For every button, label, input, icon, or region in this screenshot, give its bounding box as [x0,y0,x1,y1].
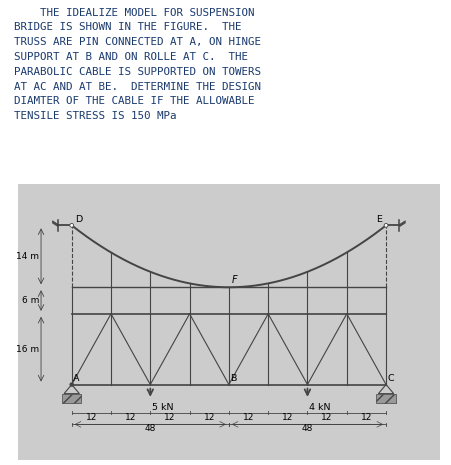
Text: 12: 12 [203,413,215,422]
Circle shape [70,383,73,386]
Text: A: A [73,374,79,383]
Text: 6 m: 6 m [22,296,39,305]
Text: 12: 12 [86,413,97,422]
Text: 12: 12 [125,413,136,422]
Circle shape [70,224,74,227]
Text: 12: 12 [243,413,254,422]
Bar [377,394,396,403]
Text: 12: 12 [322,413,333,422]
Text: 4 kN: 4 kN [309,403,331,412]
Text: 16 m: 16 m [16,345,39,354]
Text: D: D [75,215,83,224]
Text: F: F [232,275,238,286]
Text: C: C [387,374,394,383]
Text: B: B [230,374,236,383]
Text: 12: 12 [282,413,294,422]
Text: 5 kN: 5 kN [152,403,174,412]
Text: 48: 48 [302,425,313,433]
Text: E: E [376,215,382,224]
Text: 48: 48 [145,425,156,433]
Text: THE IDEALIZE MODEL FOR SUSPENSION
BRIDGE IS SHOWN IN THE FIGURE.  THE
TRUSS ARE : THE IDEALIZE MODEL FOR SUSPENSION BRIDGE… [14,7,261,121]
Text: 12: 12 [164,413,175,422]
Circle shape [384,224,388,227]
Bar [62,394,81,403]
Text: 14 m: 14 m [16,252,39,261]
Text: 12: 12 [361,413,372,422]
